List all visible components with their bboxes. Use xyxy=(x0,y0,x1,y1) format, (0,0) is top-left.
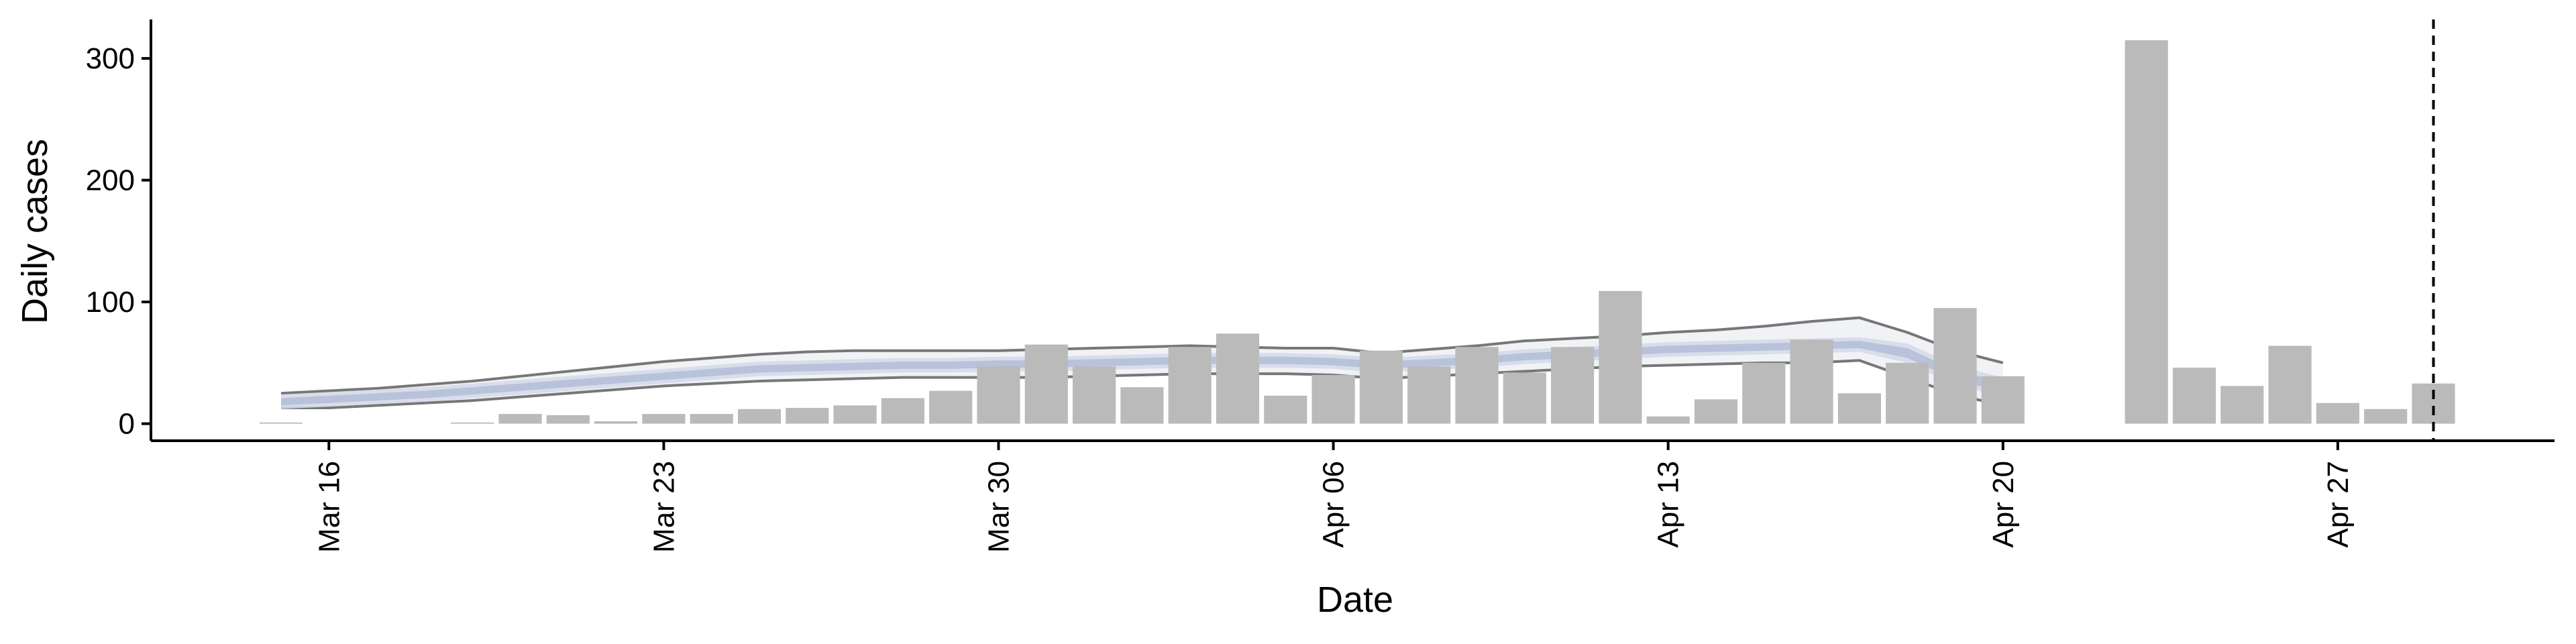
x-tick-label: Apr 13 xyxy=(1652,461,1685,548)
y-axis-title: Daily cases xyxy=(15,139,55,324)
bar xyxy=(1551,347,1595,424)
bar xyxy=(498,414,542,424)
bar xyxy=(737,409,782,424)
bar xyxy=(881,398,924,424)
bar xyxy=(1455,347,1499,424)
bar xyxy=(1981,376,2025,424)
bar xyxy=(1311,374,1355,424)
bar xyxy=(833,405,877,424)
x-axis-title: Date xyxy=(1317,580,1393,620)
y-tick-label: 100 xyxy=(86,286,135,319)
bar xyxy=(1216,333,1260,424)
bar xyxy=(1790,339,1833,424)
bar xyxy=(1837,393,1881,424)
x-tick-label: Mar 30 xyxy=(983,461,1016,553)
bar xyxy=(2268,345,2312,424)
bar xyxy=(642,414,686,424)
bar xyxy=(1073,366,1116,424)
bar xyxy=(929,390,973,424)
bar xyxy=(1646,416,1690,424)
bar xyxy=(1503,372,1546,424)
bar xyxy=(546,415,590,424)
bar xyxy=(1694,399,1738,424)
bar xyxy=(594,421,638,424)
x-tick-label: Apr 20 xyxy=(1987,461,2020,548)
bar xyxy=(1264,395,1307,424)
bar xyxy=(259,422,303,424)
bar xyxy=(1359,350,1403,424)
x-tick-label: Apr 06 xyxy=(1318,461,1350,548)
bar xyxy=(1120,387,1164,424)
x-tick-label: Mar 16 xyxy=(313,461,345,553)
x-tick-label: Mar 23 xyxy=(647,461,680,553)
bar xyxy=(786,407,829,424)
bar xyxy=(1407,366,1451,424)
bar xyxy=(2316,402,2359,424)
bar xyxy=(2125,40,2168,424)
x-tick-label: Apr 27 xyxy=(2322,461,2355,548)
bar xyxy=(2220,386,2264,424)
band-line xyxy=(281,359,2004,409)
y-tick-label: 200 xyxy=(86,164,135,197)
bar xyxy=(2412,383,2455,424)
bar xyxy=(2364,409,2408,424)
bar xyxy=(2172,368,2216,424)
bar xyxy=(1933,308,1977,424)
y-tick-label: 300 xyxy=(86,42,135,75)
band-line xyxy=(280,316,2004,395)
bar xyxy=(690,414,733,424)
bar xyxy=(1168,347,1212,424)
bar xyxy=(977,366,1020,424)
bar xyxy=(1599,290,1642,424)
bar xyxy=(1886,362,1929,424)
bar xyxy=(451,422,494,424)
y-tick-label: 0 xyxy=(119,408,135,441)
bar xyxy=(1742,362,1786,424)
bar xyxy=(1024,344,1068,424)
